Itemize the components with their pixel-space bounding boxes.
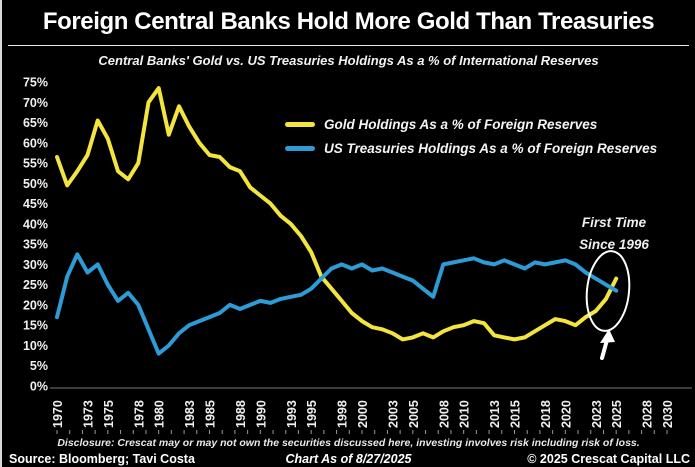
treasuries-line-swatch [285, 146, 315, 151]
svg-text:35%: 35% [23, 238, 48, 252]
source-text: Source: Bloomberg; Tavi Costa [9, 451, 195, 466]
svg-text:1970: 1970 [51, 400, 65, 428]
x-axis-tick-labels: 1970 1973 1975 1978 1980 1983 1985 1988 1990 1993… [51, 400, 675, 428]
legend-item-treasuries: US Treasuries Holdings As a % of Foreign… [285, 141, 657, 156]
legend-label-treasuries: US Treasuries Holdings As a % of Foreign… [324, 141, 658, 156]
svg-text:2025: 2025 [610, 400, 624, 428]
svg-text:5%: 5% [30, 359, 48, 373]
svg-text:40%: 40% [23, 217, 48, 231]
svg-text:1980: 1980 [153, 400, 167, 428]
svg-text:2018: 2018 [539, 400, 553, 428]
series-lines [55, 86, 619, 356]
svg-text:0%: 0% [30, 380, 48, 394]
treasuries-line [55, 252, 619, 356]
gold-line-swatch [285, 122, 315, 127]
svg-text:50%: 50% [23, 177, 48, 191]
svg-text:1985: 1985 [204, 400, 218, 428]
gold-line [55, 86, 619, 342]
svg-text:20%: 20% [23, 298, 48, 312]
svg-text:55%: 55% [23, 157, 48, 171]
annotation-arrow [600, 329, 615, 360]
legend-label-gold: Gold Holdings As a % of Foreign Reserves [324, 117, 598, 132]
svg-text:1975: 1975 [102, 400, 116, 428]
x-axis-minor-ticks [56, 430, 668, 434]
svg-text:2023: 2023 [590, 400, 604, 428]
svg-text:2008: 2008 [437, 400, 451, 428]
svg-text:1993: 1993 [285, 400, 299, 428]
svg-text:1973: 1973 [82, 400, 96, 428]
svg-text:1995: 1995 [305, 400, 319, 428]
svg-text:1983: 1983 [183, 400, 197, 428]
annotation-first-time: First Time Since 1996 [558, 212, 670, 256]
svg-text:2003: 2003 [387, 400, 401, 428]
svg-text:45%: 45% [23, 197, 48, 211]
annotation-line2: Since 1996 [579, 237, 649, 252]
svg-text:60%: 60% [23, 136, 48, 150]
svg-text:75%: 75% [23, 76, 48, 90]
svg-text:1998: 1998 [336, 400, 350, 428]
svg-text:2020: 2020 [559, 400, 573, 428]
title-divider [8, 45, 689, 46]
copyright-text: © 2025 Crescat Capital LLC [527, 451, 690, 466]
svg-text:70%: 70% [23, 96, 48, 110]
footer-bar: Source: Bloomberg; Tavi Costa Chart As o… [2, 450, 695, 467]
svg-text:2028: 2028 [641, 400, 655, 428]
svg-text:2015: 2015 [509, 400, 523, 428]
svg-text:1978: 1978 [132, 400, 146, 428]
svg-text:10%: 10% [23, 339, 48, 353]
y-axis-tick-labels: 0% 5% 10% 15% 20% 25% 30% 35% 40% 45% 50% 55% 60% 65%… [23, 76, 48, 394]
chart-subtitle: Central Banks' Gold vs. US Treasuries Ho… [98, 53, 599, 68]
svg-text:65%: 65% [23, 116, 48, 130]
svg-text:15%: 15% [23, 319, 48, 333]
highlight-ellipse [585, 250, 631, 332]
svg-text:30%: 30% [23, 258, 48, 272]
annotation-line1: First Time [581, 215, 647, 230]
svg-text:1990: 1990 [254, 400, 268, 428]
legend-item-gold: Gold Holdings As a % of Foreign Reserves [285, 117, 657, 132]
svg-text:2005: 2005 [407, 400, 421, 428]
page-title: Foreign Central Banks Hold More Gold Tha… [42, 8, 655, 35]
disclosure-text: Disclosure: Crescat may or may not own t… [57, 437, 640, 449]
svg-text:2000: 2000 [356, 400, 370, 428]
svg-text:2010: 2010 [458, 400, 472, 428]
svg-text:25%: 25% [23, 278, 48, 292]
legend: Gold Holdings As a % of Foreign Reserves… [285, 117, 657, 156]
svg-text:1988: 1988 [234, 400, 248, 428]
svg-text:2013: 2013 [488, 400, 502, 428]
svg-text:2030: 2030 [661, 400, 675, 428]
